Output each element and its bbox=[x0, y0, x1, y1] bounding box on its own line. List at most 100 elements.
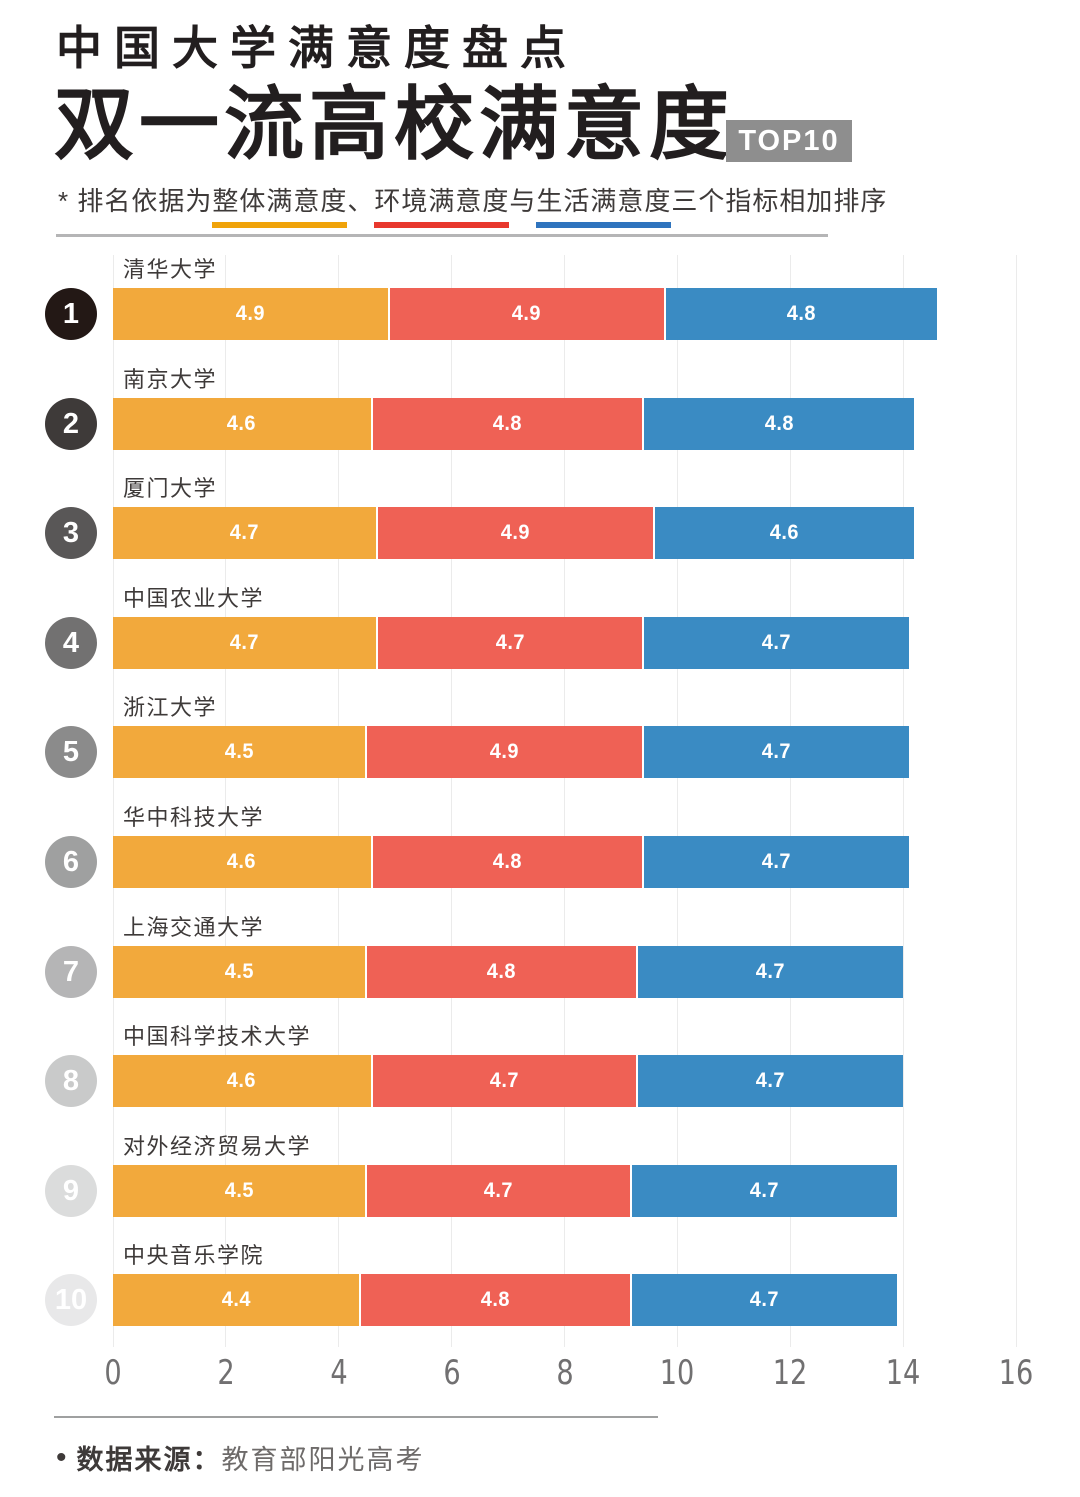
bar-segment-life: 4.7 bbox=[643, 616, 909, 669]
stacked-bar: 4.6 4.8 4.8 bbox=[113, 397, 915, 450]
segment-value-label: 4.9 bbox=[500, 521, 531, 545]
rank-badge: 1 bbox=[45, 288, 97, 340]
rank-badge: 10 bbox=[45, 1274, 97, 1327]
axis-tick-label: 12 bbox=[772, 1353, 808, 1393]
rank-badge: 9 bbox=[45, 1164, 97, 1217]
note-separator-1: 、 bbox=[347, 186, 375, 216]
bar-segment-overall: 4.7 bbox=[113, 507, 379, 560]
source-label: 数据来源： bbox=[76, 1445, 222, 1475]
university-label: 上海交通大学 bbox=[123, 914, 265, 940]
university-label: 厦门大学 bbox=[123, 476, 218, 502]
segment-value-label: 4.6 bbox=[227, 850, 257, 873]
bar-segment-environment: 4.9 bbox=[378, 507, 655, 560]
axis-tick-label: 6 bbox=[442, 1353, 461, 1393]
bar-segment-life: 4.7 bbox=[632, 1274, 898, 1327]
segment-value-label: 4.7 bbox=[230, 521, 260, 545]
legend-life: 生活满意度 bbox=[536, 181, 672, 228]
bar-segment-environment: 4.9 bbox=[389, 288, 667, 340]
legend-overall: 整体满意度 bbox=[212, 181, 348, 228]
segment-value-label: 4.8 bbox=[492, 850, 522, 873]
bar-segment-life: 4.7 bbox=[632, 1164, 898, 1217]
stacked-bar: 4.7 4.7 4.7 bbox=[113, 616, 909, 669]
axis-tick-label: 16 bbox=[998, 1353, 1034, 1393]
segment-value-label: 4.8 bbox=[764, 411, 794, 435]
segment-value-label: 4.9 bbox=[235, 302, 265, 325]
axis-tick-label: 0 bbox=[104, 1353, 122, 1393]
bar-segment-environment: 4.8 bbox=[366, 945, 638, 998]
bar-segment-overall: 4.4 bbox=[113, 1274, 362, 1327]
university-label: 对外经济贸易大学 bbox=[123, 1133, 312, 1159]
source-value: 教育部阳光高考 bbox=[221, 1445, 425, 1475]
university-label: 清华大学 bbox=[123, 257, 218, 282]
rank-badge: 8 bbox=[45, 1055, 97, 1108]
segment-value-label: 4.7 bbox=[755, 1069, 786, 1093]
university-label: 中国农业大学 bbox=[123, 585, 265, 611]
segment-value-label: 4.7 bbox=[761, 630, 791, 654]
gridline bbox=[112, 255, 114, 1347]
university-label: 华中科技大学 bbox=[123, 805, 265, 830]
note-suffix: 三个指标相加排序 bbox=[671, 186, 888, 216]
segment-value-label: 4.8 bbox=[492, 411, 522, 435]
bar-segment-environment: 4.7 bbox=[378, 616, 644, 669]
bar-segment-environment: 4.8 bbox=[361, 1274, 633, 1327]
axis-tick-label: 14 bbox=[885, 1353, 921, 1393]
segment-value-label: 4.7 bbox=[495, 630, 525, 654]
bar-segment-life: 4.7 bbox=[637, 1055, 904, 1108]
stacked-bar: 4.6 4.8 4.7 bbox=[113, 836, 909, 888]
gridline bbox=[1015, 255, 1017, 1347]
bar-segment-overall: 4.6 bbox=[113, 836, 373, 888]
note-separator-2: 与 bbox=[509, 186, 537, 216]
axis-tick-label: 2 bbox=[217, 1353, 235, 1393]
segment-value-label: 4.7 bbox=[230, 630, 260, 654]
chart-area: 0 2 4 6 8 10 12 14 16 清华大学 1 4.9 4.9 4.8 南京大学 2 4.6 4.8 4.… bbox=[0, 255, 1080, 1405]
segment-value-label: 4.8 bbox=[786, 302, 817, 325]
segment-value-label: 4.5 bbox=[224, 959, 254, 983]
footer-divider bbox=[54, 1416, 658, 1418]
rank-badge: 2 bbox=[45, 397, 97, 450]
segment-value-label: 4.9 bbox=[489, 740, 519, 764]
bar-segment-life: 4.6 bbox=[654, 507, 915, 560]
stacked-bar: 4.5 4.8 4.7 bbox=[113, 945, 904, 998]
bar-segment-overall: 4.5 bbox=[113, 1164, 367, 1217]
stacked-bar: 4.6 4.7 4.7 bbox=[113, 1055, 904, 1108]
segment-value-label: 4.6 bbox=[770, 521, 800, 545]
rank-badge: 3 bbox=[45, 507, 97, 560]
bar-segment-overall: 4.7 bbox=[113, 616, 379, 669]
bar-segment-environment: 4.9 bbox=[366, 726, 644, 779]
gridline bbox=[564, 255, 565, 1347]
stacked-bar: 4.4 4.8 4.7 bbox=[113, 1274, 898, 1327]
gridline bbox=[676, 255, 678, 1347]
axis-tick-label: 4 bbox=[330, 1353, 348, 1393]
axis-tick-label: 10 bbox=[660, 1353, 695, 1393]
bar-segment-overall: 4.5 bbox=[113, 945, 367, 998]
kicker-title: 中国大学满意度盘点 bbox=[56, 23, 578, 74]
segment-value-label: 4.5 bbox=[224, 740, 254, 764]
note-prefix: * 排名依据为 bbox=[58, 186, 213, 216]
data-source: • 数据来源： 教育部阳光高考 bbox=[56, 1438, 425, 1477]
rank-badge: 4 bbox=[45, 616, 97, 669]
rank-badge: 5 bbox=[45, 726, 97, 779]
segment-value-label: 4.7 bbox=[761, 850, 791, 873]
segment-value-label: 4.7 bbox=[489, 1069, 519, 1093]
segment-value-label: 4.6 bbox=[227, 411, 257, 435]
bar-segment-life: 4.7 bbox=[637, 945, 904, 998]
gridline bbox=[338, 255, 340, 1347]
bar-segment-environment: 4.8 bbox=[372, 836, 644, 888]
university-label: 中国科学技术大学 bbox=[123, 1024, 312, 1050]
bar-segment-overall: 4.6 bbox=[113, 1055, 373, 1108]
segment-value-label: 4.6 bbox=[227, 1069, 257, 1093]
bar-segment-overall: 4.5 bbox=[113, 726, 367, 779]
bar-segment-environment: 4.7 bbox=[372, 1055, 638, 1108]
university-label: 浙江大学 bbox=[123, 695, 218, 721]
rank-badge: 6 bbox=[45, 836, 97, 888]
bar-segment-life: 4.7 bbox=[643, 726, 909, 779]
segment-value-label: 4.9 bbox=[512, 302, 542, 325]
bar-segment-overall: 4.6 bbox=[113, 397, 373, 450]
university-label: 中央音乐学院 bbox=[123, 1243, 265, 1269]
ranking-note: * 排名依据为整体满意度、环境满意度与生活满意度三个指标相加排序 bbox=[58, 181, 887, 228]
stacked-bar: 4.9 4.9 4.8 bbox=[113, 288, 937, 340]
segment-value-label: 4.7 bbox=[750, 1288, 780, 1312]
segment-value-label: 4.7 bbox=[750, 1178, 780, 1202]
header-divider bbox=[56, 234, 828, 237]
university-label: 南京大学 bbox=[123, 366, 218, 392]
